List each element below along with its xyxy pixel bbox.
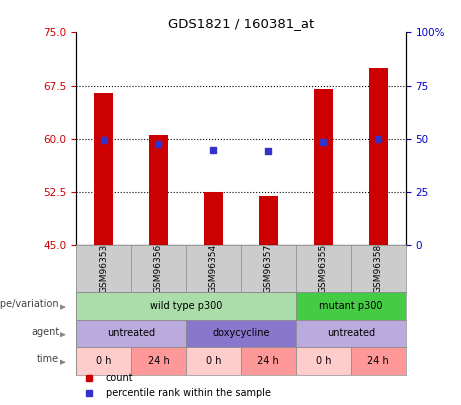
Text: GSM96357: GSM96357 <box>264 244 273 293</box>
Bar <box>259 196 278 245</box>
Bar <box>76 320 186 347</box>
Text: 0 h: 0 h <box>206 356 221 366</box>
Bar <box>313 89 333 245</box>
Bar <box>131 347 186 375</box>
Bar <box>186 320 296 347</box>
Bar <box>241 347 296 375</box>
Bar <box>369 68 388 245</box>
Text: GSM96356: GSM96356 <box>154 244 163 293</box>
Bar <box>76 347 131 375</box>
Text: untreated: untreated <box>327 328 375 338</box>
Text: time: time <box>37 354 59 364</box>
Bar <box>186 347 241 375</box>
Bar <box>76 292 296 320</box>
Bar <box>296 347 351 375</box>
Text: count: count <box>106 373 133 383</box>
Text: 24 h: 24 h <box>148 356 169 366</box>
Text: wild type p300: wild type p300 <box>150 301 222 311</box>
Text: percentile rank within the sample: percentile rank within the sample <box>106 388 271 398</box>
Text: genotype/variation: genotype/variation <box>0 299 59 309</box>
Bar <box>204 192 223 245</box>
Text: agent: agent <box>31 327 59 337</box>
Bar <box>296 320 406 347</box>
Text: 0 h: 0 h <box>315 356 331 366</box>
Text: doxycycline: doxycycline <box>212 328 270 338</box>
Text: mutant p300: mutant p300 <box>319 301 383 311</box>
Text: GSM96358: GSM96358 <box>374 244 383 293</box>
Text: 0 h: 0 h <box>96 356 111 366</box>
Text: untreated: untreated <box>107 328 155 338</box>
Bar <box>149 135 168 245</box>
Text: GSM96354: GSM96354 <box>209 244 218 293</box>
Bar <box>296 292 406 320</box>
Title: GDS1821 / 160381_at: GDS1821 / 160381_at <box>168 17 314 30</box>
Text: GSM96355: GSM96355 <box>319 244 328 293</box>
Bar <box>351 347 406 375</box>
Text: 24 h: 24 h <box>257 356 279 366</box>
Text: GSM96353: GSM96353 <box>99 244 108 293</box>
Text: 24 h: 24 h <box>367 356 389 366</box>
Bar <box>94 93 113 245</box>
